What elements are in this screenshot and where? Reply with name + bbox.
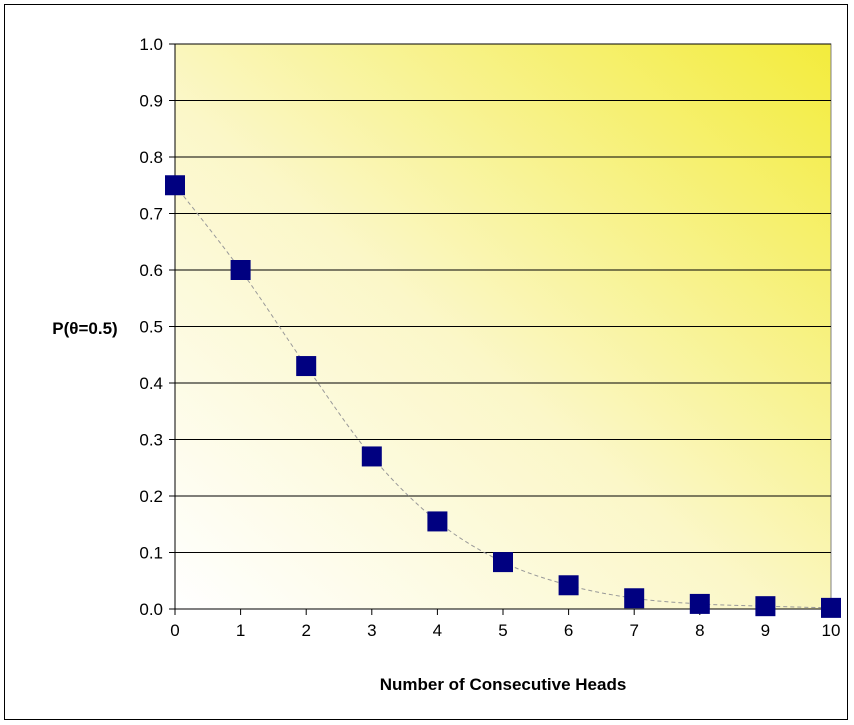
data-point-marker — [689, 593, 710, 614]
y-axis-tick-marks — [169, 43, 175, 610]
x-tick-label: 1 — [236, 621, 245, 640]
y-tick-label: 0.6 — [139, 261, 163, 280]
x-tick-label: 0 — [170, 621, 179, 640]
gridlines — [175, 43, 831, 553]
x-tick-label: 8 — [695, 621, 704, 640]
y-axis-tick-labels: 0.0 0.1 0.2 0.3 0.4 0.5 0.6 0.7 0.8 0.9 1.0 — [139, 35, 163, 619]
data-point-marker — [558, 575, 579, 596]
x-tick-label: 2 — [301, 621, 310, 640]
x-tick-label: 4 — [433, 621, 442, 640]
y-tick-label: 0.7 — [139, 205, 163, 224]
data-point-marker — [361, 446, 382, 467]
x-tick-label: 3 — [367, 621, 376, 640]
trendline — [174, 184, 832, 609]
data-point-marker — [624, 588, 645, 609]
x-axis-tick-labels: 0 1 2 3 4 5 6 7 8 9 10 — [170, 621, 840, 640]
data-point-marker — [230, 260, 251, 280]
data-point-marker — [427, 511, 448, 532]
y-tick-label: 1.0 — [139, 35, 163, 54]
data-markers — [165, 175, 841, 618]
x-tick-label: 5 — [498, 621, 507, 640]
y-tick-label: 0.3 — [139, 431, 163, 450]
x-axis-tick-marks — [174, 609, 832, 615]
data-point-marker — [755, 596, 776, 617]
x-tick-label: 7 — [629, 621, 638, 640]
data-point-marker — [493, 552, 513, 573]
y-axis-title: P(θ=0.5) — [52, 319, 117, 338]
data-point-marker — [296, 356, 317, 377]
y-tick-label: 0.1 — [139, 544, 163, 563]
x-tick-label: 10 — [822, 621, 841, 640]
x-axis-title: Number of Consecutive Heads — [380, 675, 627, 694]
y-tick-label: 0.0 — [139, 600, 163, 619]
x-tick-label: 6 — [564, 621, 573, 640]
y-tick-label: 0.2 — [139, 487, 163, 506]
data-point-marker — [821, 597, 841, 618]
data-point-marker — [165, 175, 185, 196]
y-tick-label: 0.9 — [139, 92, 163, 111]
y-tick-label: 0.4 — [139, 374, 163, 393]
y-tick-label: 0.8 — [139, 148, 163, 167]
x-tick-label: 9 — [761, 621, 770, 640]
y-tick-label: 0.5 — [139, 318, 163, 337]
